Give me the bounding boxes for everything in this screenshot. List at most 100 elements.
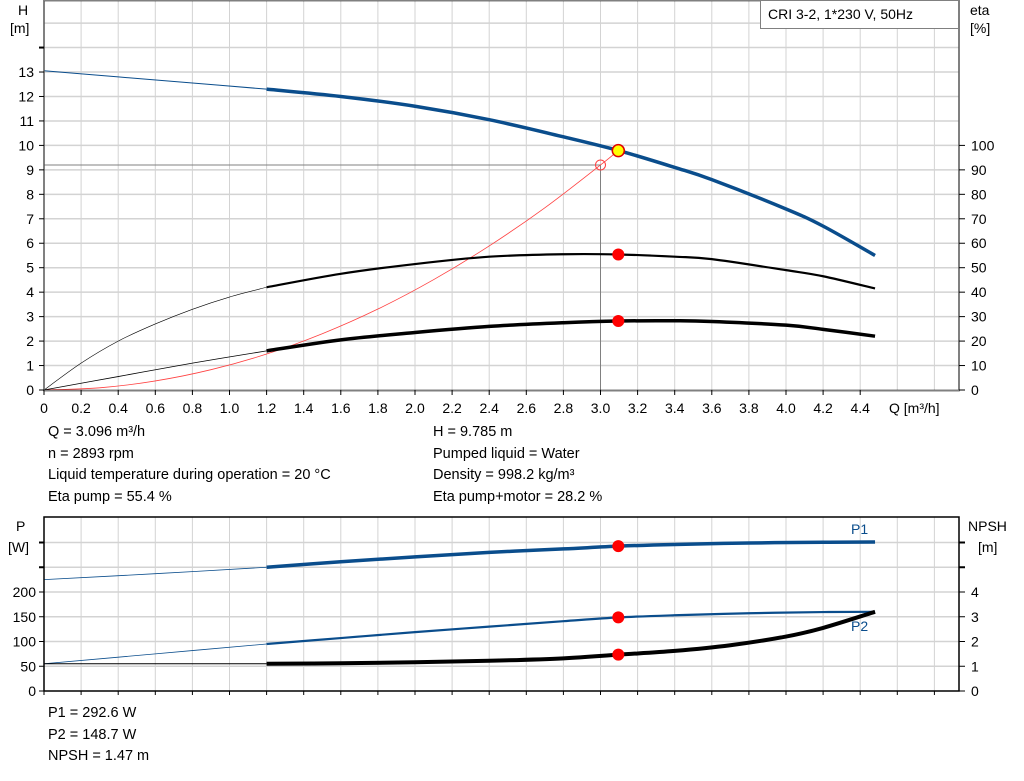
y-tick-label: 8 [26,186,34,202]
p1-curve-label: P1 [851,521,868,537]
eta-pump-motor-curve [266,318,876,353]
y2-tick-label: 2 [971,634,979,650]
p2-curve-extrapolated [43,643,267,665]
y2-tick-label: 100 [971,137,995,153]
y2-tick-label: 40 [971,284,987,300]
p2-curve-label: P2 [851,618,868,634]
y2-tick-label: 0 [971,382,979,398]
x-tick-label: 1.8 [368,400,388,416]
y2-axis-label: [%] [970,20,990,36]
legend-box [760,0,959,29]
y-tick-label: 50 [20,658,36,674]
y-tick-label: 12 [18,88,34,104]
y-axis-label: P [16,518,25,534]
npsh-curve [266,609,876,666]
info-pumped-liquid: Pumped liquid = Water [433,445,580,462]
y2-axis-label: [m] [978,539,997,555]
x-tick-label: 0.4 [108,400,128,416]
y2-tick-label: 20 [971,333,987,349]
eta-pump-curve-extrapolated [43,286,267,391]
x-tick-label: 0.6 [146,400,166,416]
y2-tick-label: 0 [971,683,979,699]
y2-axis-label: NPSH [968,518,1007,534]
x-tick-label: 2.0 [405,400,425,416]
info-speed: n = 2893 rpm [48,445,134,462]
x-tick-label: 3.8 [739,400,759,416]
y-tick-label: 7 [26,211,34,227]
top-plot-frame [43,0,960,392]
y2-tick-label: 30 [971,309,987,325]
info-npsh: NPSH = 1.47 m [48,748,150,764]
x-axis-label: Q [m³/h] [889,400,940,416]
y-tick-label: 6 [26,235,34,251]
y2-tick-label: 70 [971,211,987,227]
info-flow: Q = 3.096 m³/h [48,424,146,440]
operating-point-eta-pump [612,248,625,261]
x-tick-label: 4.2 [813,400,833,416]
x-tick-label: 0.2 [71,400,91,416]
p1-curve-extrapolated [43,566,267,581]
y-axis-label: H [18,2,28,18]
y-tick-label: 200 [13,584,37,600]
x-tick-label: 4.0 [776,400,796,416]
x-tick-label: 1.6 [331,400,351,416]
y-tick-label: 5 [26,260,34,276]
operating-point-npsh [612,648,625,661]
x-tick-label: 2.6 [517,400,537,416]
x-tick-label: 0 [40,400,48,416]
eta-pump-motor-curve-extrapolated [43,350,267,391]
tick-labels: 0 0.2 0.4 0.6 0.8 1.0 1.2 1.4 1.6 1.8 2.0 2.2 2.4 2.6… [8,2,1007,699]
y-axis-label: [W] [8,539,29,555]
x-tick-label: 3.4 [665,400,685,416]
y2-tick-label: 90 [971,162,987,178]
x-tick-label: 2.8 [554,400,574,416]
system-curve [43,149,620,391]
y2-tick-label: 80 [971,186,987,202]
operating-point-head [611,143,626,158]
y-tick-label: 9 [26,162,34,178]
eta-pump-curve [266,252,876,290]
x-tick-label: 3.6 [702,400,722,416]
y2-tick-label: 50 [971,260,987,276]
y2-tick-label: 10 [971,358,987,374]
info-p1: P1 = 292.6 W [48,705,137,721]
y-tick-label: 0 [26,382,34,398]
y2-tick-label: 4 [971,584,979,600]
y-tick-label: 1 [26,358,34,374]
info-eta-pump-motor: Eta pump+motor = 28.2 % [433,488,603,505]
operating-point-p2 [612,611,625,624]
info-density: Density = 998.2 kg/m³ [433,467,575,483]
x-tick-label: 1.2 [257,400,277,416]
info-bottom: P1 = 292.6 W P2 = 148.7 W NPSH = 1.47 m [48,703,149,768]
p1-curve [266,540,876,569]
info-liquid-temp: Liquid temperature during operation = 20… [48,467,331,483]
y-tick-label: 4 [26,284,34,300]
y2-axis-label: eta [970,2,990,18]
info-eta-pump: Eta pump = 55.4 % [48,488,172,505]
axes [39,0,965,695]
head-curve [266,87,876,257]
y-tick-label: 100 [13,634,37,650]
y-tick-label: 3 [26,309,34,325]
y-axis-label: [m] [10,20,29,36]
y-tick-label: 13 [18,64,34,80]
legend-box-text: CRI 3-2, 1*230 V, 50Hz [768,6,913,22]
y-tick-label: 0 [28,683,36,699]
y2-tick-label: 3 [971,609,979,625]
top-plot-border [43,0,960,391]
operating-point-eta-pump-motor [612,315,625,328]
y2-tick-label: 60 [971,235,987,251]
y-tick-label: 10 [18,137,34,153]
top-grid [44,0,959,390]
p2-curve [266,610,876,646]
info-head: H = 9.785 m [433,424,513,440]
bottom-plot-frame [43,516,960,692]
x-tick-label: 4.4 [850,400,870,416]
operating-point-p1 [612,540,625,553]
y-tick-label: 2 [26,333,34,349]
x-tick-label: 3.2 [628,400,648,416]
x-tick-label: 2.2 [442,400,462,416]
y-tick-label: 11 [19,113,34,129]
y-tick-label: 150 [13,609,37,625]
